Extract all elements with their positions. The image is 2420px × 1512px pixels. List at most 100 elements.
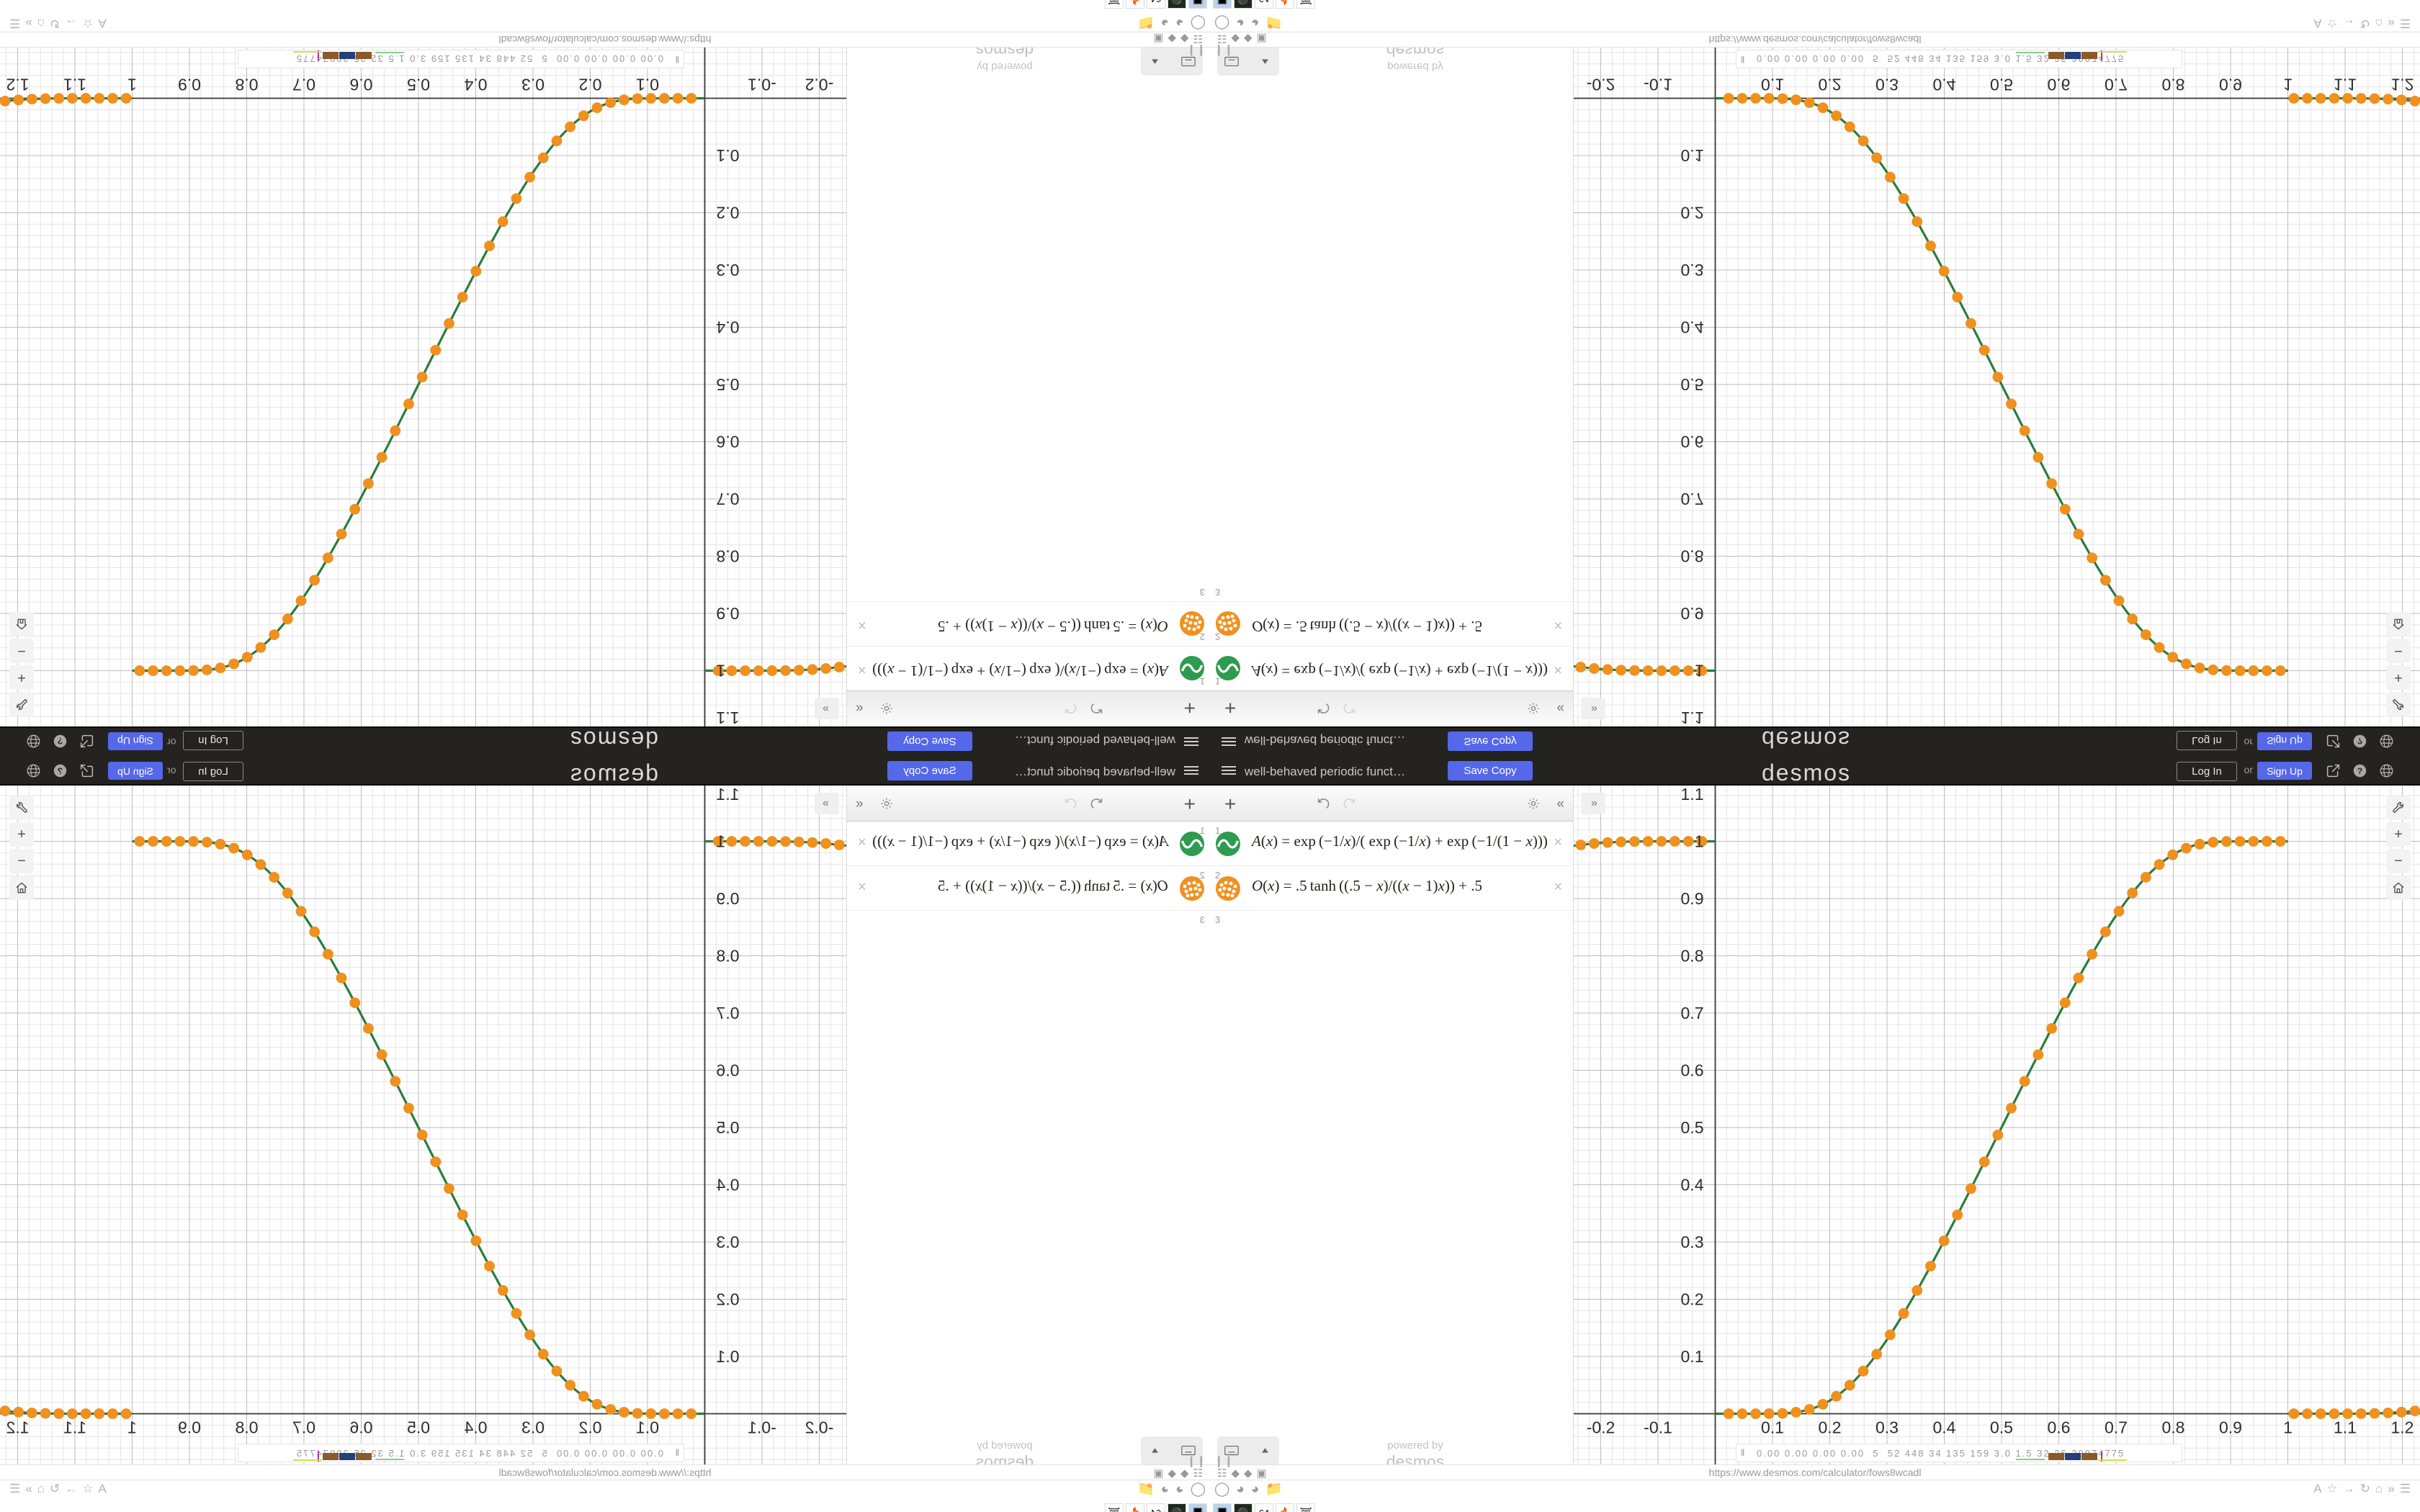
- svg-text:0.9: 0.9: [717, 889, 740, 908]
- svg-text:1: 1: [2283, 1418, 2293, 1437]
- svg-text:1.1: 1.1: [1681, 708, 1704, 726]
- svg-text:-0.2: -0.2: [1587, 1418, 1615, 1437]
- svg-text:0.9: 0.9: [717, 604, 740, 623]
- svg-text:0.1: 0.1: [1761, 1418, 1784, 1437]
- svg-text:0.4: 0.4: [716, 318, 739, 337]
- svg-text:0.5: 0.5: [1990, 76, 2013, 94]
- svg-text:0.2: 0.2: [1681, 204, 1704, 222]
- svg-text:0.6: 0.6: [717, 433, 740, 451]
- svg-text:1.1: 1.1: [717, 708, 740, 726]
- svg-text:1.2: 1.2: [6, 76, 30, 94]
- svg-text:0.4: 0.4: [1681, 1176, 1704, 1194]
- svg-text:0.5: 0.5: [407, 76, 430, 94]
- svg-text:0.1: 0.1: [1761, 76, 1784, 94]
- svg-text:1: 1: [2283, 76, 2293, 94]
- svg-text:0.3: 0.3: [521, 1418, 544, 1437]
- svg-text:0.4: 0.4: [716, 1176, 739, 1194]
- svg-text:1: 1: [1695, 832, 1704, 851]
- svg-text:0.7: 0.7: [717, 490, 740, 508]
- svg-text:1: 1: [127, 76, 137, 94]
- svg-text:1.1: 1.1: [63, 1418, 86, 1437]
- svg-text:0.7: 0.7: [2105, 1418, 2128, 1437]
- svg-text:0.6: 0.6: [1681, 433, 1704, 451]
- svg-text:-0.1: -0.1: [748, 76, 776, 94]
- svg-text:0.9: 0.9: [1681, 889, 1704, 908]
- svg-text:1.1: 1.1: [717, 786, 740, 804]
- svg-text:0.9: 0.9: [178, 76, 201, 94]
- svg-text:-0.1: -0.1: [748, 1418, 776, 1437]
- svg-text:0.7: 0.7: [717, 1004, 740, 1022]
- svg-text:0.6: 0.6: [2048, 1418, 2071, 1437]
- svg-text:0.5: 0.5: [1681, 375, 1704, 394]
- svg-text:0.7: 0.7: [292, 76, 315, 94]
- svg-text:0.7: 0.7: [1681, 490, 1704, 508]
- svg-text:0.1: 0.1: [1681, 1347, 1704, 1366]
- svg-text:0.8: 0.8: [717, 547, 740, 566]
- svg-text:0.2: 0.2: [1819, 76, 1842, 94]
- svg-text:0.8: 0.8: [236, 76, 259, 94]
- svg-text:0.3: 0.3: [1876, 1418, 1899, 1437]
- svg-text:-0.2: -0.2: [805, 1418, 834, 1437]
- svg-text:0.9: 0.9: [1681, 604, 1704, 623]
- svg-text:0.5: 0.5: [1681, 1118, 1704, 1137]
- svg-text:1.2: 1.2: [2391, 1418, 2414, 1437]
- svg-text:0.1: 0.1: [1681, 146, 1704, 165]
- svg-text:1.1: 1.1: [2334, 1418, 2357, 1437]
- svg-text:0.2: 0.2: [579, 76, 602, 94]
- svg-text:0.3: 0.3: [521, 76, 544, 94]
- svg-text:0.2: 0.2: [717, 204, 740, 222]
- svg-text:0.4: 0.4: [1681, 318, 1704, 337]
- svg-text:0.7: 0.7: [1681, 1004, 1704, 1022]
- svg-text:0.5: 0.5: [1990, 1418, 2013, 1437]
- svg-text:0.4: 0.4: [1933, 76, 1956, 94]
- svg-text:1.1: 1.1: [63, 76, 86, 94]
- svg-text:0.5: 0.5: [407, 1418, 430, 1437]
- svg-text:0.3: 0.3: [1876, 76, 1899, 94]
- svg-text:0.1: 0.1: [636, 1418, 659, 1437]
- svg-text:0.2: 0.2: [1681, 1290, 1704, 1309]
- svg-text:0.7: 0.7: [2105, 76, 2128, 94]
- svg-text:0.9: 0.9: [2219, 1418, 2242, 1437]
- svg-text:0.2: 0.2: [717, 1290, 740, 1309]
- svg-text:0.6: 0.6: [717, 1061, 740, 1080]
- svg-text:1: 1: [717, 662, 726, 680]
- svg-text:0.5: 0.5: [717, 375, 740, 394]
- svg-text:0.1: 0.1: [717, 1347, 740, 1366]
- svg-text:?: ?: [58, 736, 63, 746]
- svg-text:0.3: 0.3: [717, 1233, 740, 1251]
- svg-text:1.2: 1.2: [2391, 76, 2414, 94]
- svg-text:0.4: 0.4: [464, 76, 487, 94]
- svg-text:0.9: 0.9: [2219, 76, 2242, 94]
- svg-text:-0.2: -0.2: [1587, 76, 1615, 94]
- svg-text:1.2: 1.2: [6, 1418, 30, 1437]
- svg-text:-0.1: -0.1: [1644, 76, 1672, 94]
- svg-text:0.1: 0.1: [717, 146, 740, 165]
- svg-text:1.1: 1.1: [1681, 786, 1704, 804]
- svg-text:?: ?: [2357, 766, 2362, 776]
- svg-text:0.5: 0.5: [717, 1118, 740, 1137]
- svg-text:1: 1: [717, 832, 726, 851]
- svg-text:0.8: 0.8: [2162, 1418, 2185, 1437]
- svg-text:0.3: 0.3: [1681, 1233, 1704, 1251]
- svg-text:0.1: 0.1: [636, 76, 659, 94]
- svg-text:0.3: 0.3: [1681, 261, 1704, 279]
- svg-text:1.1: 1.1: [2334, 76, 2357, 94]
- svg-text:0.6: 0.6: [2048, 76, 2071, 94]
- svg-text:0.4: 0.4: [464, 1418, 487, 1437]
- svg-text:-0.1: -0.1: [1644, 1418, 1672, 1437]
- svg-text:0.4: 0.4: [1933, 1418, 1956, 1437]
- svg-text:0.8: 0.8: [717, 947, 740, 966]
- svg-text:1: 1: [127, 1418, 137, 1437]
- svg-text:0.6: 0.6: [350, 76, 373, 94]
- svg-text:0.7: 0.7: [292, 1418, 315, 1437]
- svg-text:0.8: 0.8: [236, 1418, 259, 1437]
- svg-text:0.3: 0.3: [717, 261, 740, 279]
- svg-text:-0.2: -0.2: [805, 76, 834, 94]
- svg-text:?: ?: [58, 766, 63, 776]
- svg-text:1: 1: [1695, 662, 1704, 680]
- svg-text:0.8: 0.8: [1681, 947, 1704, 966]
- svg-text:0.6: 0.6: [350, 1418, 373, 1437]
- svg-text:0.8: 0.8: [1681, 547, 1704, 566]
- svg-text:0.6: 0.6: [1681, 1061, 1704, 1080]
- svg-text:0.9: 0.9: [178, 1418, 201, 1437]
